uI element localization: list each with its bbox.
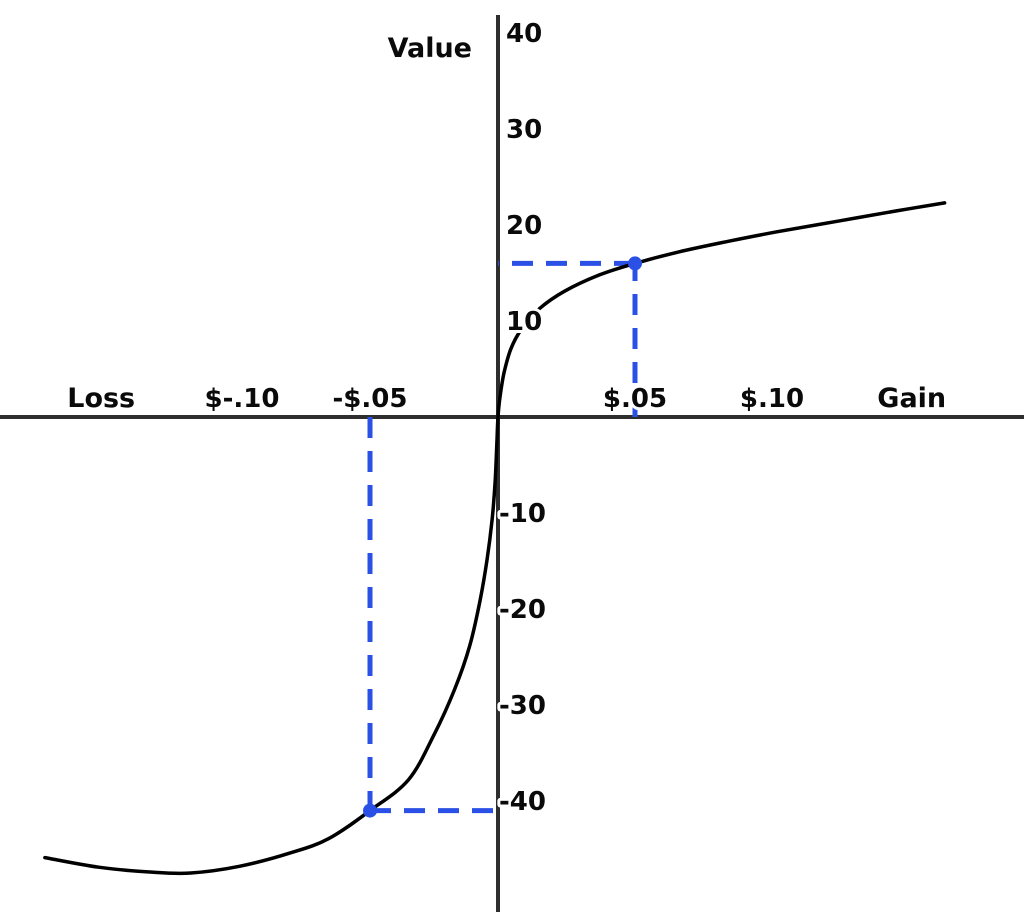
y-tick-label: -30	[499, 691, 546, 721]
value-curve	[43, 201, 947, 876]
curve-point-marker	[363, 803, 377, 818]
x-tick-label: -$.05	[333, 384, 408, 414]
x-axis-gain-label: Gain	[877, 383, 946, 414]
x-tick-label: $-.10	[205, 384, 280, 414]
reference-points	[363, 256, 642, 818]
y-tick-label: 40	[506, 19, 542, 49]
y-tick-label: -40	[499, 787, 546, 817]
x-tick-label: $.10	[740, 384, 804, 414]
axis-tick-labels: 40 30 20 10 -10 -20 -30 -40 $-.10 -$.05 $.05 $.10 Lo…	[67, 16, 946, 820]
y-tick-label: -10	[499, 499, 546, 529]
y-tick-label: 20	[506, 211, 542, 241]
y-tick-label: -20	[499, 595, 546, 625]
value-function-path	[43, 201, 947, 876]
reference-dashed-lines	[367, 260, 638, 814]
x-tick-label: $.05	[603, 384, 667, 414]
x-axis-loss-label: Loss	[67, 383, 135, 414]
y-axis-title: Value	[388, 33, 472, 64]
axes	[0, 15, 1024, 912]
y-tick-label: 30	[506, 115, 542, 145]
curve-point-marker	[628, 256, 642, 271]
y-tick-label: 10	[506, 307, 542, 337]
